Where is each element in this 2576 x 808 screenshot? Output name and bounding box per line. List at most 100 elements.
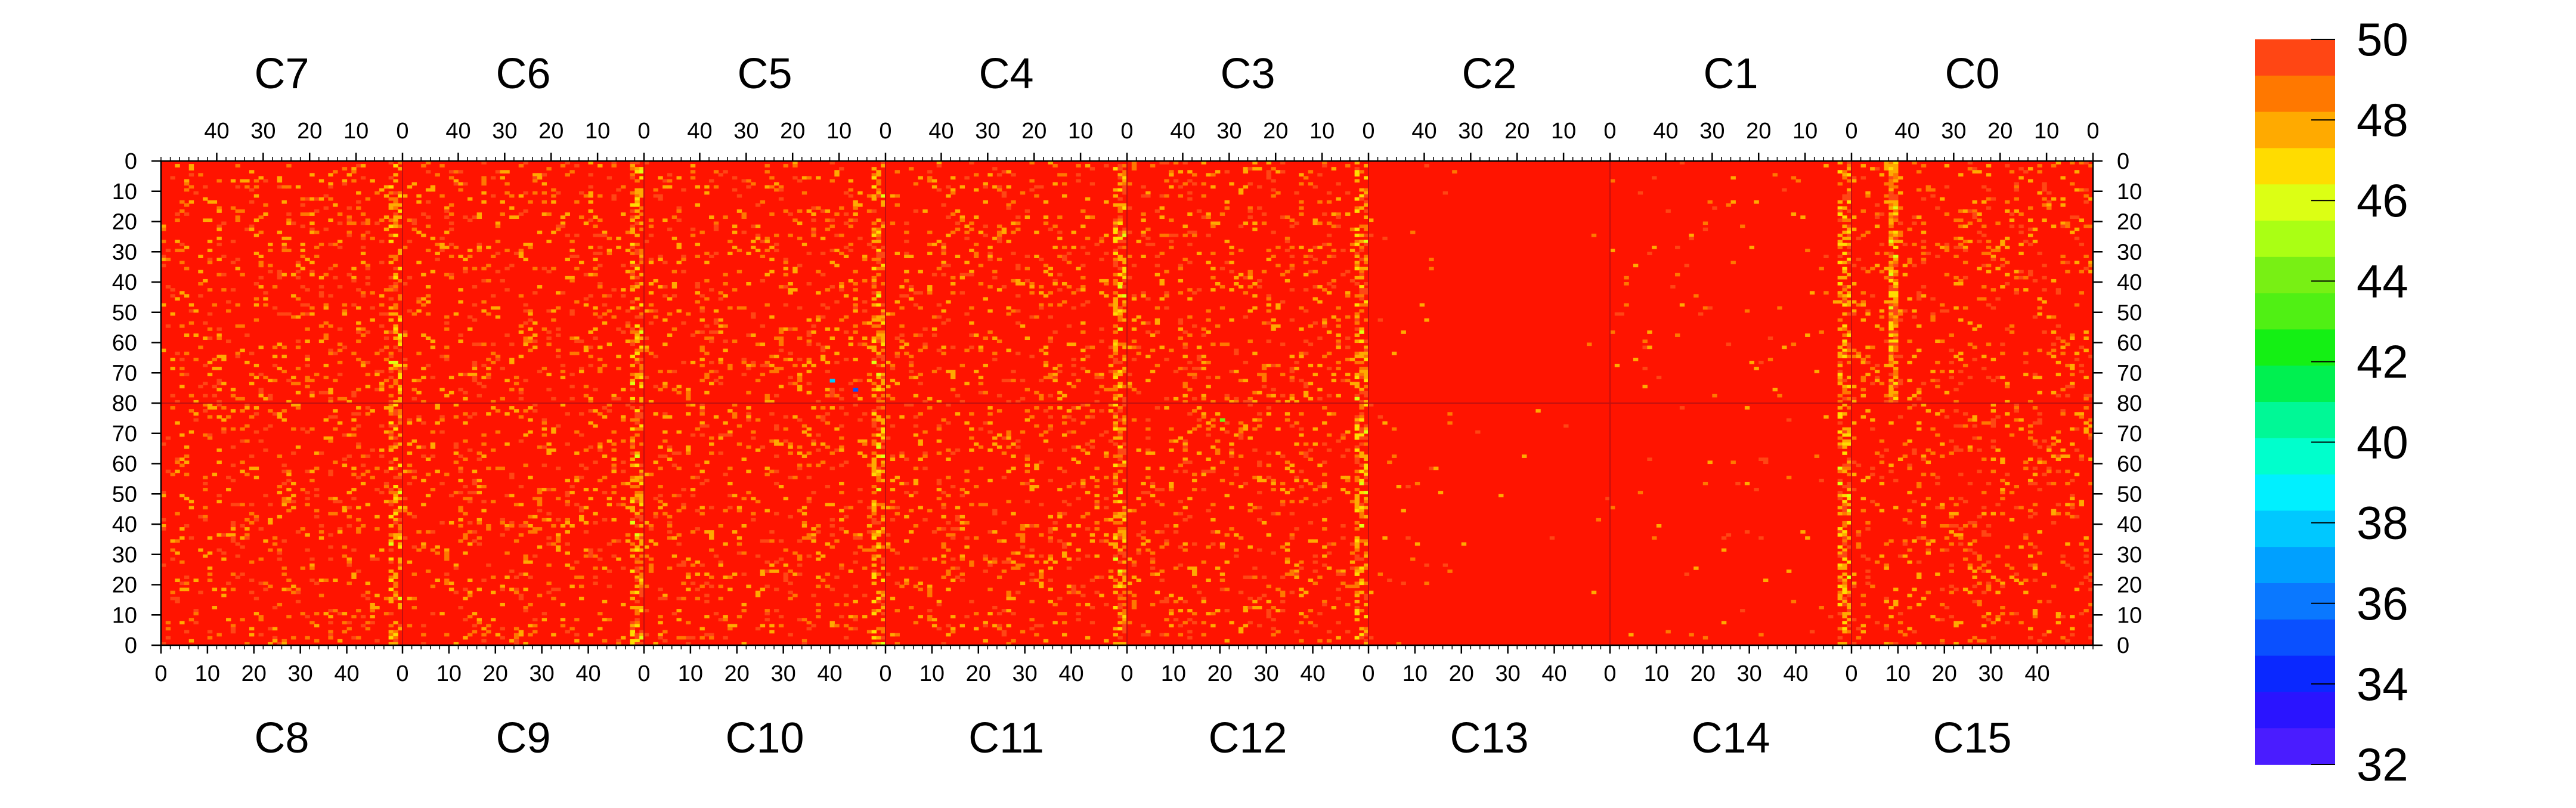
heatmap-cell — [1777, 394, 1782, 398]
heatmap-cell — [476, 342, 482, 346]
heatmap-cell — [291, 427, 296, 431]
heatmap-cell — [476, 542, 482, 546]
heatmap-cell — [523, 209, 528, 213]
heatmap-cell — [1354, 321, 1360, 325]
heatmap-cell — [741, 212, 747, 216]
heatmap-cell — [1842, 303, 1847, 307]
heatmap-cell — [1962, 239, 1968, 243]
heatmap-cell — [996, 233, 1002, 237]
heatmap-cell — [625, 481, 631, 485]
heatmap-cell — [388, 560, 394, 564]
heatmap-cell — [1169, 246, 1174, 249]
heatmap-cell — [1633, 264, 1639, 268]
heatmap-cell — [569, 524, 575, 528]
heatmap-cell — [1364, 348, 1369, 352]
heatmap-cell — [1893, 236, 1899, 240]
heatmap-cell — [718, 318, 724, 322]
heatmap-cell — [398, 530, 403, 534]
heatmap-cell — [644, 336, 649, 340]
heatmap-cell — [1294, 400, 1299, 404]
heatmap-cell — [611, 457, 617, 462]
heatmap-cell — [1127, 255, 1132, 258]
heatmap-cell — [1154, 209, 1160, 213]
heatmap-cell — [444, 345, 450, 349]
heatmap-cell — [188, 303, 194, 307]
heatmap-cell — [2088, 164, 2094, 168]
heatmap-cell — [881, 164, 886, 168]
heatmap-cell — [1349, 243, 1355, 246]
heatmap-cell — [556, 497, 561, 500]
heatmap-cell — [523, 339, 528, 343]
heatmap-cell — [1122, 182, 1128, 186]
heatmap-cell — [881, 200, 886, 204]
heatmap-cell — [1048, 373, 1053, 376]
heatmap-cell — [1284, 249, 1290, 252]
heatmap-cell — [671, 494, 677, 497]
heatmap-cell — [1837, 170, 1843, 174]
heatmap-cell — [532, 267, 538, 271]
heatmap-cell — [1837, 400, 1843, 404]
heatmap-cell — [741, 373, 747, 376]
heatmap-cell — [1842, 230, 1847, 234]
heatmap-cell — [667, 415, 673, 419]
heatmap-cell — [1039, 394, 1044, 398]
heatmap-cell — [987, 252, 993, 255]
heatmap-cell — [746, 179, 751, 183]
heatmap-cell — [597, 370, 603, 373]
heatmap-cell — [1308, 170, 1314, 174]
heatmap-cell — [630, 273, 636, 277]
heatmap-cell — [1354, 179, 1360, 183]
heatmap-cell — [820, 252, 826, 255]
heatmap-cell — [1039, 348, 1044, 352]
heatmap-cell — [644, 345, 649, 349]
heatmap-cell — [383, 481, 389, 485]
heatmap-cell — [569, 397, 575, 401]
heatmap-cell — [1336, 318, 1341, 322]
heatmap-cell — [291, 636, 296, 640]
heatmap-cell — [1354, 333, 1360, 337]
heatmap-cell — [161, 491, 166, 494]
heatmap-cell — [1159, 215, 1165, 219]
heatmap-cell — [783, 357, 789, 361]
heatmap-cell — [606, 252, 612, 255]
heatmap-cell — [727, 364, 733, 367]
heatmap-cell — [936, 315, 942, 319]
heatmap-cell — [811, 230, 816, 234]
heatmap-cell — [402, 364, 408, 367]
heatmap-cell — [964, 176, 970, 180]
heatmap-cell — [1122, 185, 1128, 189]
heatmap-cell — [221, 273, 227, 277]
heatmap-cell — [1912, 161, 1917, 165]
heatmap-cell — [662, 412, 668, 416]
heatmap-cell — [272, 542, 278, 546]
heatmap-cell — [216, 388, 222, 392]
heatmap-cell — [295, 297, 301, 301]
heatmap-cell — [1842, 176, 1847, 180]
heatmap-cell — [843, 357, 849, 361]
heatmap-cell — [444, 554, 450, 558]
heatmap-cell — [2046, 200, 2052, 204]
heatmap-cell — [244, 439, 250, 443]
heatmap-cell — [277, 485, 283, 488]
heatmap-cell — [588, 445, 593, 449]
heatmap-cell — [1354, 206, 1360, 210]
heatmap-cell — [978, 348, 984, 352]
heatmap-cell — [2027, 206, 2033, 210]
heatmap-cell — [709, 339, 714, 343]
heatmap-cell — [175, 469, 180, 473]
heatmap-cell — [881, 530, 886, 534]
heatmap-cell — [1303, 391, 1309, 395]
heatmap-cell — [504, 191, 510, 195]
heatmap-cell — [2018, 270, 2024, 274]
heatmap-cell — [671, 215, 677, 219]
heatmap-cell — [476, 536, 482, 540]
heatmap-cell — [690, 475, 696, 479]
heatmap-cell — [309, 578, 315, 583]
heatmap-cell — [1201, 194, 1207, 198]
heatmap-cell — [634, 170, 640, 174]
heatmap-cell — [1939, 339, 1945, 343]
heatmap-cell — [1359, 339, 1364, 343]
heatmap-cell — [546, 542, 552, 546]
heatmap-cell — [1113, 203, 1119, 207]
heatmap-cell — [1921, 382, 1927, 386]
